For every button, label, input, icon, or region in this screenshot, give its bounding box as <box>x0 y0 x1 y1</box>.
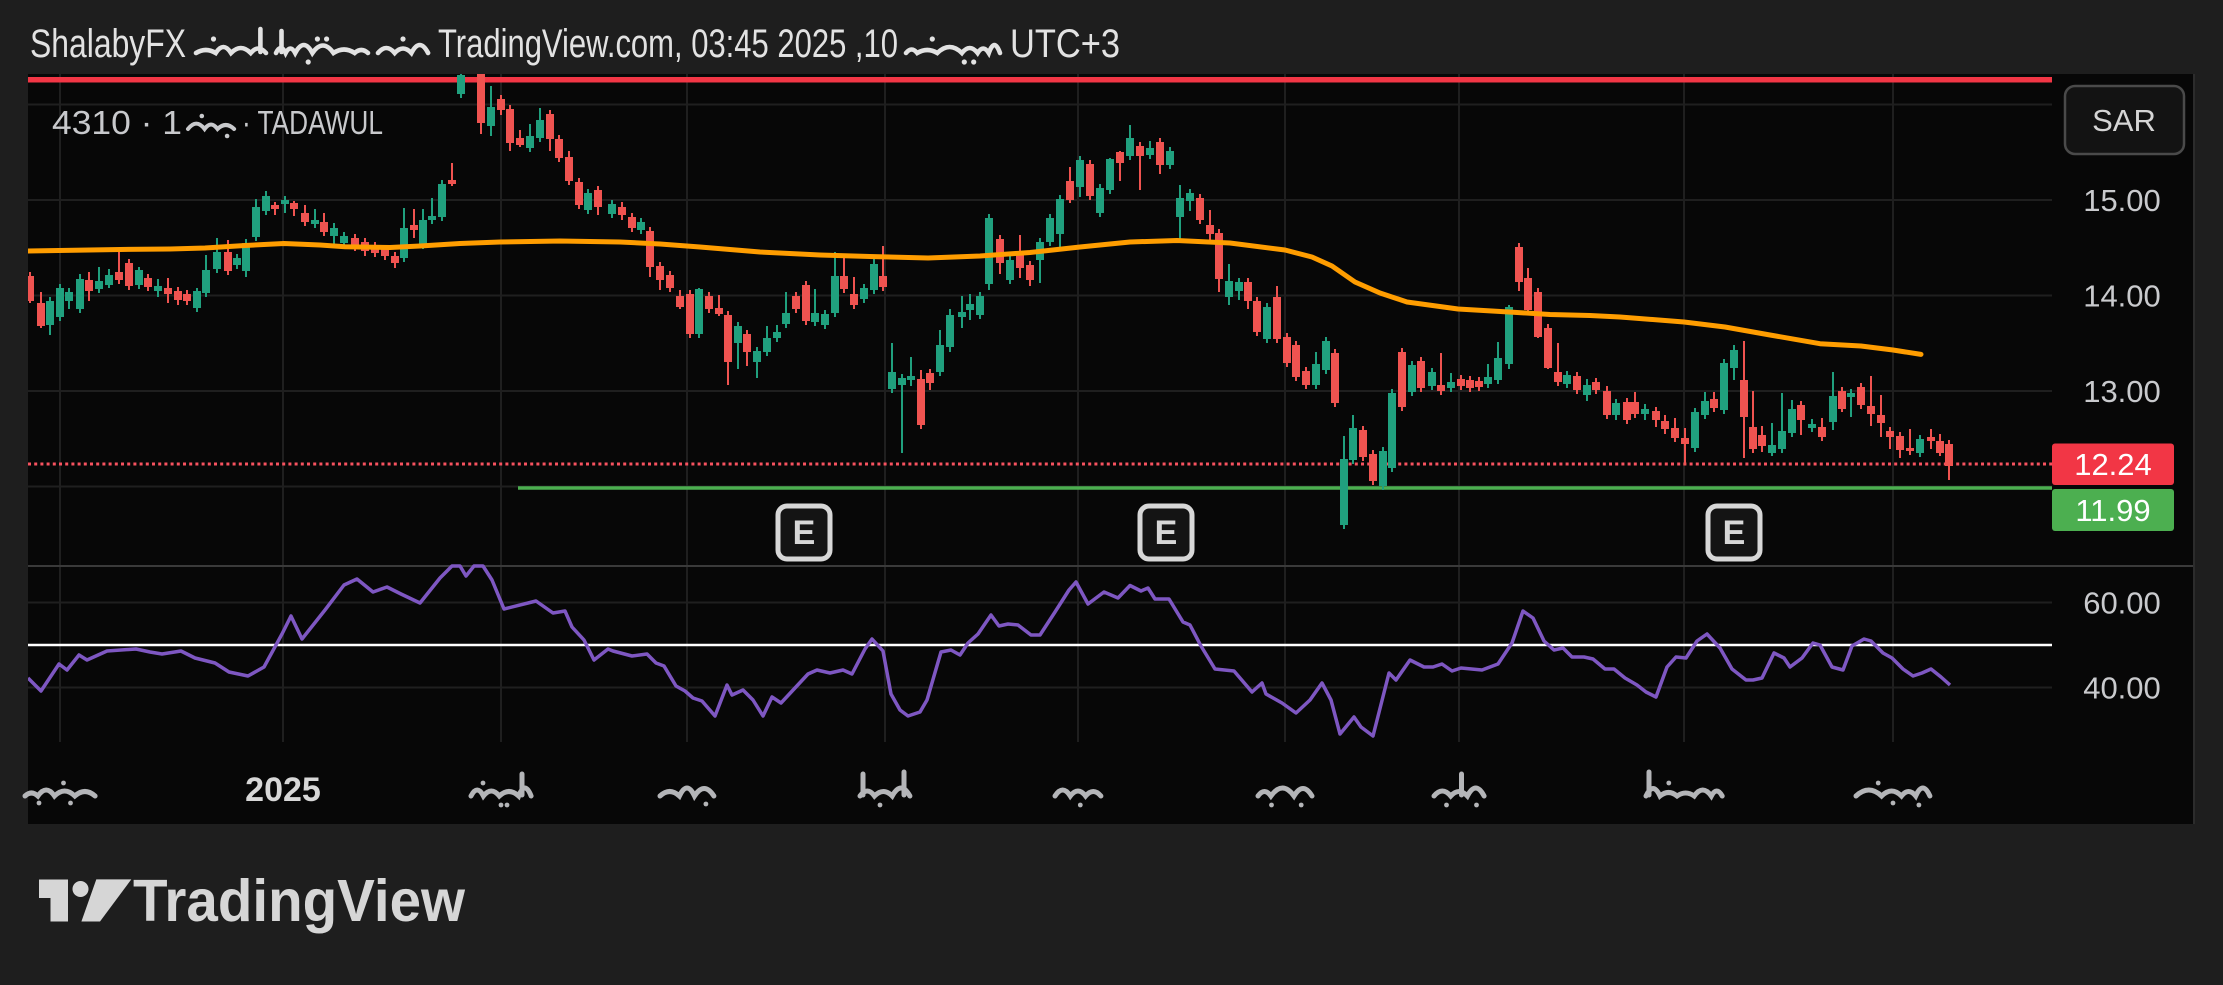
svg-text:15.00: 15.00 <box>2083 183 2161 218</box>
svg-text:· TADAWUL: · TADAWUL <box>242 104 383 141</box>
svg-text:E: E <box>1155 514 1178 552</box>
svg-text:12.24: 12.24 <box>2074 447 2152 482</box>
svg-text:TradingView.com, 03:45 2025 ,1: TradingView.com, 03:45 2025 ,10 <box>438 22 898 66</box>
svg-text:40.00: 40.00 <box>2083 671 2161 706</box>
svg-text:4310 · 1: 4310 · 1 <box>52 104 182 141</box>
svg-text:60.00: 60.00 <box>2083 586 2161 621</box>
svg-text:13.00: 13.00 <box>2083 374 2161 409</box>
svg-text:SAR: SAR <box>2092 103 2156 138</box>
svg-text:TradingView: TradingView <box>133 868 465 934</box>
svg-text:ShalabyFX: ShalabyFX <box>30 22 186 66</box>
svg-text:14.00: 14.00 <box>2083 279 2161 314</box>
svg-text:2025: 2025 <box>245 771 321 809</box>
svg-text:UTC+3: UTC+3 <box>1010 22 1120 66</box>
svg-text:E: E <box>793 514 816 552</box>
svg-text:11.99: 11.99 <box>2075 493 2150 528</box>
svg-text:E: E <box>1723 514 1746 552</box>
